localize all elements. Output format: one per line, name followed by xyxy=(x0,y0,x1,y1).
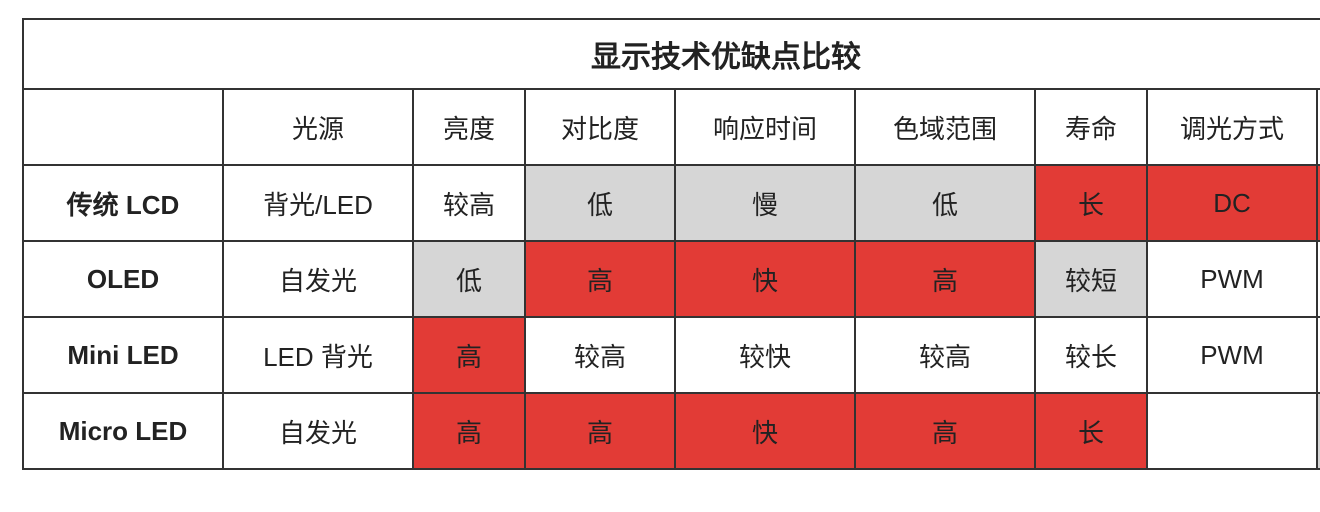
table-row: 传统 LCD 背光/LED 较高 低 慢 低 长 DC 低 xyxy=(23,165,1320,241)
cell: 较高 xyxy=(525,317,675,393)
row-header: 传统 LCD xyxy=(23,165,223,241)
cell: 较短 xyxy=(1035,241,1147,317)
cell: 低 xyxy=(413,241,525,317)
cell: 低 xyxy=(855,165,1035,241)
col-header-life: 寿命 xyxy=(1035,89,1147,165)
cell: 快 xyxy=(675,393,855,469)
cell: 长 xyxy=(1035,165,1147,241)
cell: 较高 xyxy=(413,165,525,241)
table-row: Micro LED 自发光 高 高 快 高 长 高 xyxy=(23,393,1320,469)
col-header-blank xyxy=(23,89,223,165)
col-header-response: 响应时间 xyxy=(675,89,855,165)
cell: PWM xyxy=(1147,317,1317,393)
col-header-bright: 亮度 xyxy=(413,89,525,165)
row-header: Micro LED xyxy=(23,393,223,469)
col-header-gamut: 色域范围 xyxy=(855,89,1035,165)
cell: 较长 xyxy=(1035,317,1147,393)
cell: 高 xyxy=(525,393,675,469)
comparison-table: 显示技术优缺点比较 光源 亮度 对比度 响应时间 色域范围 寿命 调光方式 价格… xyxy=(22,18,1320,470)
table-title: 显示技术优缺点比较 xyxy=(23,19,1320,89)
cell: 低 xyxy=(525,165,675,241)
cell: 较快 xyxy=(675,317,855,393)
title-row: 显示技术优缺点比较 xyxy=(23,19,1320,89)
col-header-contrast: 对比度 xyxy=(525,89,675,165)
cell: 慢 xyxy=(675,165,855,241)
table-container: 显示技术优缺点比较 光源 亮度 对比度 响应时间 色域范围 寿命 调光方式 价格… xyxy=(0,0,1320,488)
col-header-light: 光源 xyxy=(223,89,413,165)
cell: 自发光 xyxy=(223,241,413,317)
header-row: 光源 亮度 对比度 响应时间 色域范围 寿命 调光方式 价格 xyxy=(23,89,1320,165)
cell: 高 xyxy=(855,393,1035,469)
cell: 自发光 xyxy=(223,393,413,469)
cell: LED 背光 xyxy=(223,317,413,393)
col-header-dimming: 调光方式 xyxy=(1147,89,1317,165)
cell: 较高 xyxy=(855,317,1035,393)
cell: 快 xyxy=(675,241,855,317)
cell: 背光/LED xyxy=(223,165,413,241)
row-header: Mini LED xyxy=(23,317,223,393)
table-row: OLED 自发光 低 高 快 高 较短 PWM 高 xyxy=(23,241,1320,317)
table-row: Mini LED LED 背光 高 较高 较快 较高 较长 PWM 较低 xyxy=(23,317,1320,393)
cell: 高 xyxy=(413,393,525,469)
cell: 高 xyxy=(855,241,1035,317)
cell: 高 xyxy=(413,317,525,393)
cell: PWM xyxy=(1147,241,1317,317)
row-header: OLED xyxy=(23,241,223,317)
cell: 长 xyxy=(1035,393,1147,469)
cell: 高 xyxy=(525,241,675,317)
cell xyxy=(1147,393,1317,469)
cell: DC xyxy=(1147,165,1317,241)
